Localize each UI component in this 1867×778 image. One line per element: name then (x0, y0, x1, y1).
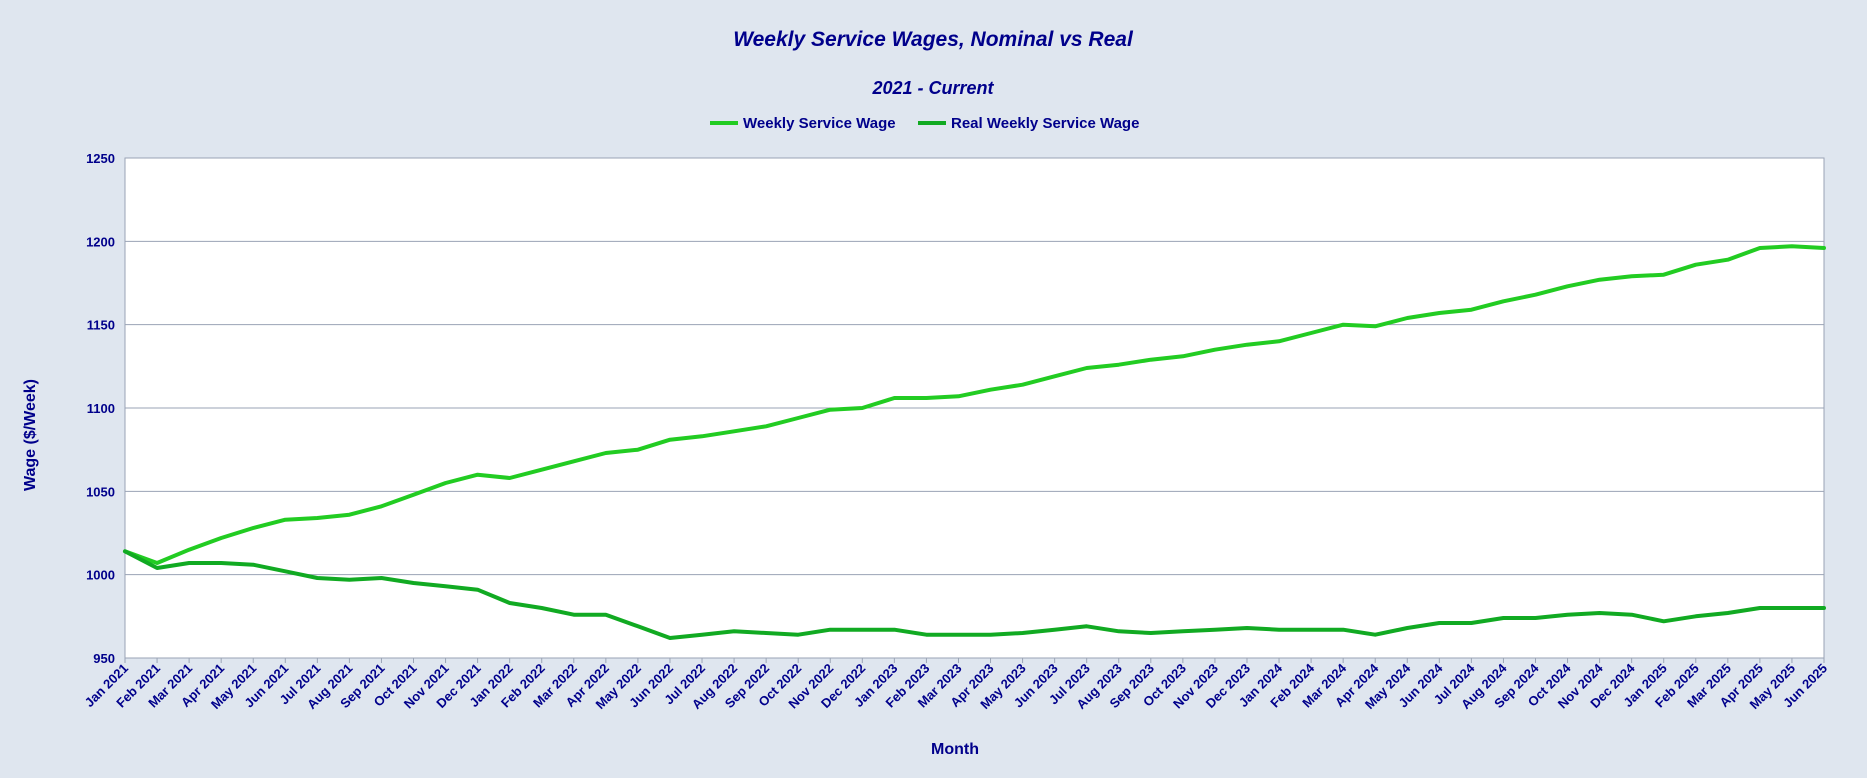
chart-title: Weekly Service Wages, Nominal vs Real (733, 28, 1134, 51)
y-tick-label: 950 (93, 651, 115, 666)
y-tick-label: 1150 (87, 318, 115, 333)
y-tick-label: 1200 (86, 234, 115, 249)
y-tick-label: 1250 (86, 151, 115, 166)
legend: Weekly Service Wage Real Weekly Service … (710, 115, 1139, 132)
y-tick-labels: 950 1000 1050 1100 1150 1200 1250 (86, 151, 115, 666)
series-lines (123, 244, 1826, 640)
gridlines (125, 157, 1824, 659)
legend-label-real: Real Weekly Service Wage (951, 115, 1139, 132)
series-line-nominal-wage (123, 244, 1826, 565)
y-tick-label: 1000 (86, 568, 115, 583)
chart-subtitle: 2021 - Current (871, 78, 994, 98)
y-axis-title: Wage ($/Week) (22, 379, 39, 491)
series-line-real-wage (123, 549, 1826, 640)
y-tick-label: 1100 (87, 401, 115, 416)
y-tick-label: 1050 (86, 484, 115, 499)
legend-label-nominal: Weekly Service Wage (743, 115, 896, 132)
x-axis-title: Month (931, 741, 979, 758)
